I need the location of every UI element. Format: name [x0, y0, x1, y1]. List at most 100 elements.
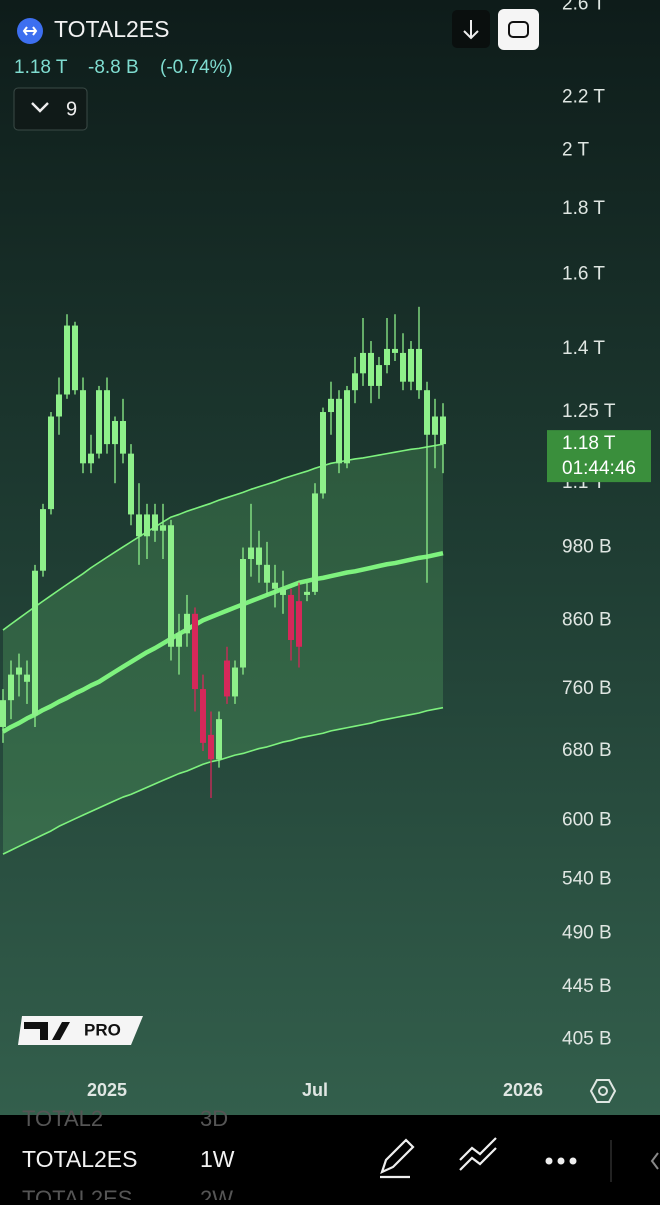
y-tick-label: 2.6 T	[562, 0, 605, 14]
layout-button[interactable]	[498, 9, 539, 50]
candle-body	[440, 416, 446, 445]
plot: 405 B 445 B 490 B 540 B 600 B 680 B 760 B 860 B…	[0, 0, 651, 1100]
candle-body	[400, 352, 406, 382]
download-icon	[463, 20, 479, 40]
candle-body	[56, 394, 62, 417]
candle-body	[104, 390, 110, 445]
y-tick-label: 600 B	[562, 810, 612, 831]
x-tick-label: 2025	[87, 1080, 127, 1100]
settings-icon[interactable]	[589, 1079, 617, 1103]
symbol-icon-glyph	[22, 26, 38, 36]
change: -8.8 B	[88, 57, 139, 78]
candle-body	[248, 547, 254, 560]
candle-body	[240, 559, 246, 668]
last-price: 1.18 T	[14, 57, 68, 78]
candle-body	[208, 734, 214, 760]
picker-prev-interval: 3D	[200, 1106, 228, 1131]
indicators-toggle[interactable]	[13, 87, 88, 131]
y-tick-label: 1.8 T	[562, 198, 605, 219]
y-tick-label: 2.2 T	[562, 86, 605, 107]
candle-body	[80, 390, 86, 464]
layout-icon	[508, 21, 529, 38]
candle-body	[352, 373, 358, 391]
trend-icon[interactable]	[459, 1137, 497, 1171]
candle-body	[336, 398, 342, 464]
candle-body	[48, 416, 54, 510]
candle-body	[416, 348, 422, 391]
indicators-count: 9	[66, 98, 77, 120]
candle-body	[344, 390, 350, 464]
candle-body	[128, 453, 134, 515]
candle-body	[288, 594, 294, 641]
band-fill	[3, 444, 443, 855]
candle-body	[304, 591, 310, 595]
candle-body	[280, 588, 286, 595]
y-tick-label: 760 B	[562, 678, 612, 699]
y-tick-label: 405 B	[562, 1029, 612, 1050]
candle-body	[320, 412, 326, 494]
candle-body	[296, 601, 302, 647]
candle-body	[144, 514, 150, 537]
candle-body	[168, 525, 174, 647]
picker-prev-symbol: TOTAL2	[22, 1106, 103, 1131]
tv-logo	[18, 1016, 143, 1045]
candle-body	[136, 514, 142, 537]
picker-next-symbol: TOTAL2ES	[22, 1186, 132, 1200]
collapse-icon[interactable]	[650, 1152, 659, 1170]
background	[0, 0, 660, 1115]
candle-body	[88, 453, 94, 464]
candle-body	[392, 348, 398, 353]
candle-body	[368, 352, 374, 386]
tv-logo-mark	[24, 1022, 70, 1040]
y-tick-label: 540 B	[562, 868, 612, 889]
band-line	[1, 551, 444, 734]
candle-body	[64, 325, 70, 395]
candle-body	[160, 525, 166, 531]
candle-body	[360, 352, 366, 374]
bottom-interval[interactable]: 1W	[200, 1146, 235, 1172]
candle-body	[16, 667, 22, 675]
candle-body	[424, 390, 430, 435]
price-tag	[547, 430, 651, 483]
y-tick-label: 1.4 T	[562, 338, 605, 359]
y-tick-label: 860 B	[562, 609, 612, 630]
candle-body	[200, 689, 206, 743]
draw-icon[interactable]	[380, 1138, 415, 1179]
candle-body	[408, 348, 414, 382]
band-line	[2, 706, 444, 855]
candle-body	[272, 582, 278, 589]
candle-body	[264, 564, 270, 583]
candle-body	[312, 493, 318, 592]
candle-body	[32, 570, 38, 716]
x-tick-label: Jul	[302, 1080, 328, 1100]
settings-icon-center	[598, 1086, 608, 1096]
chevron	[31, 102, 49, 113]
candle-body	[328, 398, 334, 413]
candle-body	[0, 700, 6, 727]
candle-body	[256, 547, 262, 565]
candle-body	[216, 719, 222, 760]
y-tick-label: 680 B	[562, 740, 612, 761]
y-tick-label: 2 T	[562, 139, 590, 160]
candle-body	[72, 325, 78, 391]
y-tick-label: 1.25 T	[562, 401, 616, 422]
candle-body	[184, 613, 190, 634]
band-line	[2, 443, 444, 631]
symbol: TOTAL2ES	[54, 16, 169, 42]
candle-body	[112, 421, 118, 445]
bottom-symbol[interactable]: TOTAL2ES	[22, 1146, 137, 1172]
price-tag-countdown: 01:44:46	[562, 458, 636, 479]
y-tick-label: 1.6 T	[562, 264, 605, 285]
candle-body	[232, 667, 238, 697]
candle-body	[192, 613, 198, 690]
candle-body	[152, 514, 158, 531]
candle-body	[120, 421, 126, 454]
y-tick-label: 490 B	[562, 922, 612, 943]
bottom-bar	[0, 1115, 660, 1200]
price-tag-value: 1.18 T	[562, 433, 616, 454]
picker-next-interval: 2W	[200, 1186, 233, 1200]
more-icon[interactable]	[545, 1157, 577, 1165]
change-percent: (-0.74%)	[160, 57, 233, 78]
